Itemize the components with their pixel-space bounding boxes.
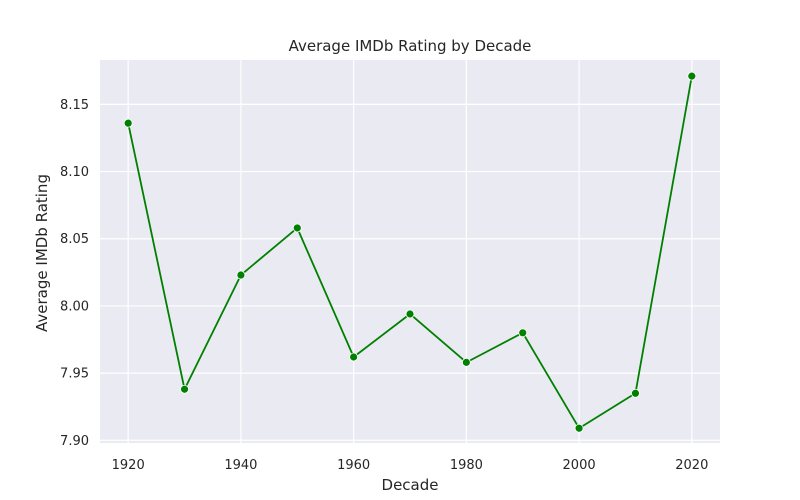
data-point <box>405 309 415 319</box>
data-point <box>236 270 246 280</box>
x-axis-label: Decade <box>382 476 439 494</box>
y-tick-label: 8.15 <box>60 98 89 113</box>
data-point <box>518 328 528 338</box>
data-point <box>574 423 584 433</box>
y-tick-label: 8.05 <box>60 232 89 247</box>
data-point <box>180 384 189 394</box>
data-point <box>631 388 640 398</box>
y-tick-label: 8.10 <box>60 165 89 180</box>
data-point <box>349 352 359 362</box>
grid-lines <box>100 60 720 443</box>
series-group <box>123 71 697 433</box>
data-point <box>292 223 302 233</box>
x-tick-label: 2000 <box>563 458 596 473</box>
x-tick-label: 1920 <box>112 458 145 473</box>
y-tick-label: 7.95 <box>60 367 89 382</box>
x-tick-label: 1960 <box>337 458 370 473</box>
y-tick-label: 8.00 <box>60 299 89 314</box>
y-axis-label: Average IMDb Rating <box>33 174 51 332</box>
y-axis-ticks: 7.90 7.95 8.00 8.05 8.10 8.15 <box>60 98 89 449</box>
plot-area <box>100 60 720 443</box>
x-tick-label: 2020 <box>675 458 708 473</box>
data-point <box>123 118 133 128</box>
x-tick-label: 1980 <box>450 458 483 473</box>
y-tick-label: 7.90 <box>60 434 89 449</box>
x-axis-ticks: 1920 1940 1960 1980 2000 2020 <box>112 458 709 473</box>
x-tick-label: 1940 <box>224 458 257 473</box>
data-point <box>687 71 697 81</box>
data-point <box>461 357 471 367</box>
chart-title: Average IMDb Rating by Decade <box>289 37 532 55</box>
